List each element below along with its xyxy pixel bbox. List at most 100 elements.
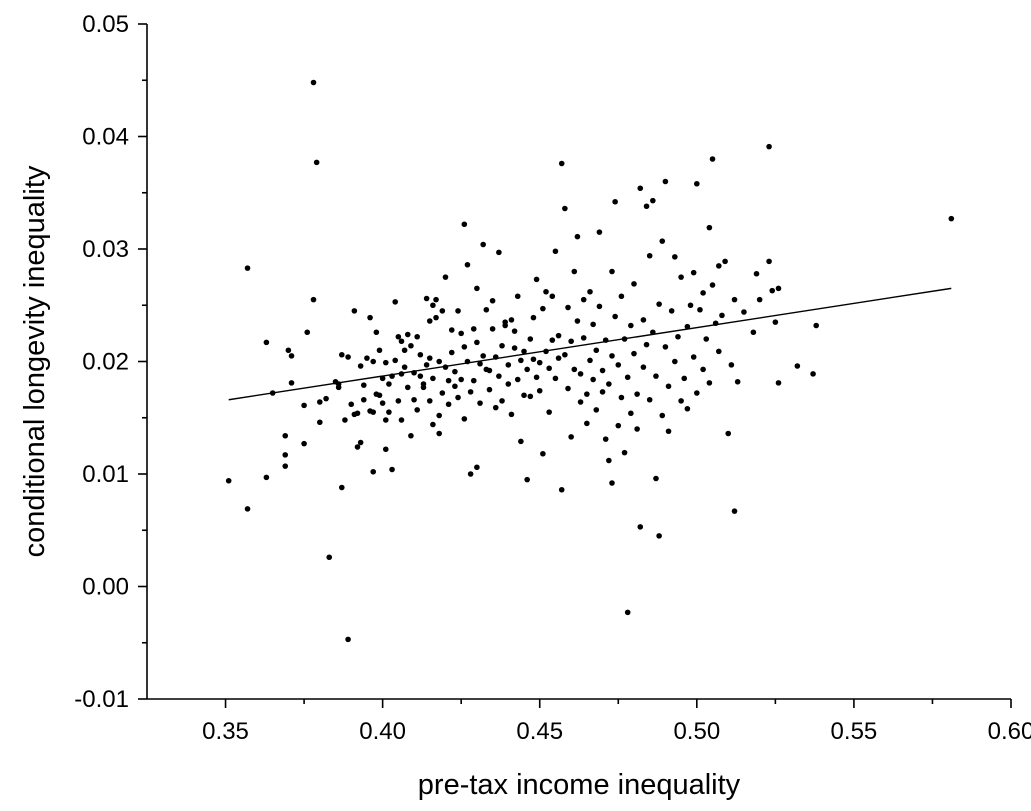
x-tick-label: 0.40 xyxy=(359,718,406,745)
data-point xyxy=(656,301,662,307)
data-point xyxy=(426,398,433,404)
data-point xyxy=(687,302,694,309)
data-point xyxy=(662,344,669,350)
data-point xyxy=(634,426,640,432)
data-point xyxy=(700,290,706,296)
data-point xyxy=(609,353,615,359)
data-point xyxy=(766,143,772,150)
y-tick-label: 0.04 xyxy=(82,124,129,151)
data-point xyxy=(678,398,684,404)
data-point xyxy=(301,402,307,409)
data-point xyxy=(414,407,420,413)
data-point xyxy=(360,396,367,403)
data-point xyxy=(596,229,603,235)
data-point xyxy=(546,409,552,415)
data-point xyxy=(646,396,653,403)
data-point xyxy=(546,365,552,372)
data-point xyxy=(527,393,534,400)
data-point xyxy=(474,339,480,346)
data-point xyxy=(420,384,427,391)
x-axis-label: pre-tax income inequality xyxy=(418,769,741,801)
data-point xyxy=(659,238,666,244)
data-point xyxy=(665,383,672,390)
data-point xyxy=(455,308,461,314)
data-point xyxy=(326,554,333,561)
data-point xyxy=(524,366,530,373)
data-point xyxy=(584,420,590,427)
data-point xyxy=(364,355,370,361)
data-point xyxy=(568,338,574,345)
data-point xyxy=(577,371,584,377)
data-point xyxy=(540,305,546,312)
x-tick-label: 0.50 xyxy=(673,718,720,745)
data-point xyxy=(709,156,716,162)
data-point xyxy=(458,376,464,383)
data-point xyxy=(417,373,424,379)
y-tick-label: 0.05 xyxy=(82,11,129,38)
data-point xyxy=(301,440,307,447)
data-point xyxy=(511,328,518,334)
data-point xyxy=(480,353,486,359)
data-point xyxy=(470,326,477,332)
data-point xyxy=(480,241,486,248)
data-point xyxy=(565,304,571,311)
data-point xyxy=(640,364,647,370)
data-point xyxy=(706,224,713,231)
data-point xyxy=(474,285,480,292)
data-point xyxy=(439,308,446,314)
data-point xyxy=(386,381,392,387)
data-point xyxy=(382,359,389,366)
data-point xyxy=(382,417,389,423)
data-point xyxy=(360,382,367,388)
data-point xyxy=(756,296,763,303)
data-point xyxy=(357,439,364,446)
data-point xyxy=(492,404,499,411)
data-point xyxy=(392,299,399,305)
data-point xyxy=(527,336,534,342)
data-point xyxy=(631,281,637,287)
data-point xyxy=(775,380,782,386)
data-point xyxy=(646,252,653,259)
data-point xyxy=(433,296,439,303)
data-point xyxy=(489,297,496,304)
data-point xyxy=(624,609,631,616)
data-point xyxy=(445,401,452,408)
data-point xyxy=(505,381,512,387)
data-point xyxy=(562,205,568,212)
data-point xyxy=(461,416,468,422)
data-point xyxy=(558,160,565,167)
data-point xyxy=(587,288,593,295)
data-point xyxy=(624,374,631,381)
tick-labels: -0.01 0.00 0.01 0.02 0.03 0.04 0.05 0.35 0.40 0.4… xyxy=(74,11,1031,745)
data-point xyxy=(514,376,521,383)
data-point xyxy=(555,332,562,339)
data-point xyxy=(653,475,659,482)
data-point xyxy=(637,524,644,530)
data-point xyxy=(558,486,565,493)
data-point xyxy=(508,411,515,418)
data-point xyxy=(338,484,345,491)
data-point xyxy=(426,355,433,361)
data-point xyxy=(304,329,311,336)
data-point xyxy=(317,399,323,405)
data-point xyxy=(448,327,455,333)
data-point xyxy=(596,303,603,310)
data-point xyxy=(461,344,468,350)
data-point xyxy=(417,351,424,358)
data-point xyxy=(345,636,351,643)
data-point xyxy=(411,396,417,403)
x-tick-label: 0.35 xyxy=(202,718,249,745)
data-point xyxy=(455,394,461,401)
y-tick-label: 0.03 xyxy=(82,236,129,263)
data-point xyxy=(599,367,606,374)
data-point xyxy=(703,336,710,342)
data-point xyxy=(530,314,537,321)
data-point xyxy=(392,357,399,364)
data-point xyxy=(404,384,411,391)
x-tick-label: 0.45 xyxy=(516,718,563,745)
data-point xyxy=(524,476,530,483)
data-point xyxy=(452,368,458,375)
data-point xyxy=(722,258,728,265)
data-point xyxy=(486,367,493,374)
